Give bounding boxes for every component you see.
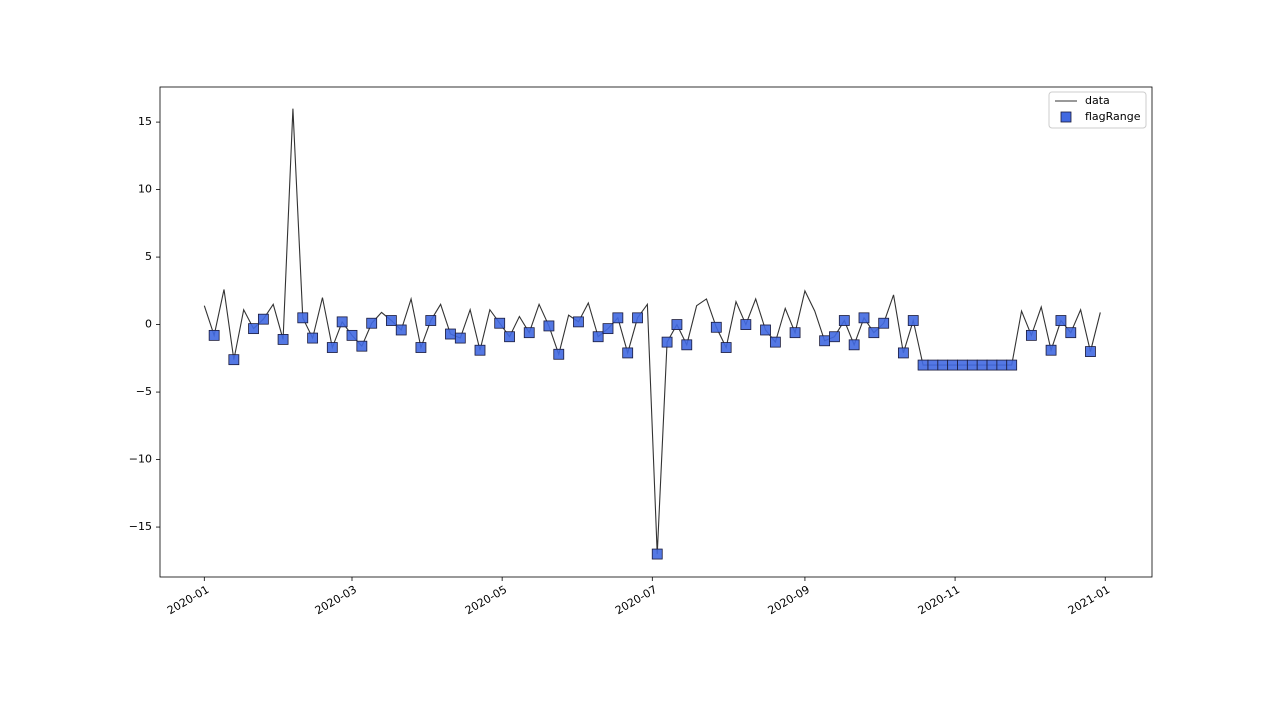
flag-marker bbox=[1055, 315, 1067, 326]
flag-marker bbox=[356, 340, 368, 352]
y-tick-label: −5 bbox=[136, 385, 152, 398]
flag-marker bbox=[445, 328, 456, 340]
flag-marker bbox=[523, 327, 535, 339]
y-tick-label: 0 bbox=[145, 318, 152, 331]
flag-marker bbox=[720, 342, 732, 353]
flag-marker bbox=[769, 336, 781, 348]
flag-marker bbox=[829, 331, 840, 343]
flag-marker bbox=[651, 548, 663, 560]
legend-label: data bbox=[1085, 94, 1110, 107]
flag-marker bbox=[602, 323, 614, 335]
flag-marker bbox=[326, 342, 338, 353]
y-tick-label: −10 bbox=[129, 453, 152, 466]
flag-marker bbox=[504, 331, 515, 343]
flag-marker bbox=[947, 359, 959, 371]
flag-marker bbox=[897, 347, 909, 359]
flag-marker bbox=[1045, 344, 1057, 356]
flag-marker bbox=[986, 359, 998, 371]
flag-marker bbox=[622, 347, 634, 359]
flag-marker bbox=[927, 359, 939, 371]
legend-label: flagRange bbox=[1085, 110, 1141, 123]
flag-marker bbox=[789, 327, 801, 339]
axes-frame bbox=[159, 86, 1153, 578]
flag-marker bbox=[1065, 327, 1077, 339]
flag-marker bbox=[907, 315, 919, 326]
flag-marker bbox=[248, 323, 259, 335]
flag-marker bbox=[878, 317, 890, 329]
flag-marker bbox=[966, 359, 978, 371]
flag-marker bbox=[307, 332, 319, 344]
flag-marker bbox=[819, 335, 831, 347]
flag-marker bbox=[415, 342, 427, 353]
flag-marker bbox=[710, 321, 722, 333]
flag-marker bbox=[957, 359, 968, 371]
y-tick-label: 15 bbox=[138, 115, 152, 128]
flag-marker bbox=[1025, 329, 1037, 341]
legend-entry: flagRange bbox=[1060, 110, 1141, 123]
flag-marker bbox=[1085, 346, 1096, 357]
flag-marker bbox=[257, 313, 269, 325]
legend-marker bbox=[1060, 111, 1072, 123]
y-tick-label: 10 bbox=[138, 183, 152, 196]
flag-marker bbox=[838, 315, 850, 326]
flag-marker bbox=[612, 312, 624, 324]
flag-marker bbox=[632, 312, 643, 324]
flag-marker bbox=[848, 339, 860, 351]
y-tick-label: 5 bbox=[145, 250, 152, 263]
flag-marker bbox=[366, 317, 378, 329]
flag-marker bbox=[425, 315, 437, 326]
flag-marker bbox=[573, 316, 584, 328]
flag-marker bbox=[454, 332, 466, 344]
flag-marker bbox=[740, 319, 752, 330]
flag-marker bbox=[474, 344, 486, 356]
flag-marker bbox=[346, 329, 358, 341]
flag-marker bbox=[976, 359, 988, 371]
flag-marker bbox=[760, 324, 771, 336]
flag-marker bbox=[1006, 359, 1018, 371]
flag-marker bbox=[917, 359, 929, 371]
flag-marker bbox=[937, 359, 949, 371]
flag-marker bbox=[228, 354, 240, 366]
flag-marker bbox=[681, 339, 693, 351]
y-tick-label: −15 bbox=[129, 520, 152, 533]
flag-marker bbox=[661, 336, 673, 348]
flag-marker bbox=[543, 320, 555, 332]
flag-marker bbox=[208, 329, 220, 341]
legend-entry: data bbox=[1055, 94, 1110, 107]
flag-marker bbox=[671, 319, 683, 330]
flag-marker bbox=[996, 359, 1008, 371]
flag-marker bbox=[553, 348, 565, 360]
flag-marker bbox=[592, 331, 604, 343]
flag-marker bbox=[385, 315, 397, 326]
flag-marker bbox=[336, 316, 348, 328]
flag-marker bbox=[277, 334, 289, 345]
flag-marker bbox=[494, 317, 506, 329]
flag-marker bbox=[858, 312, 870, 324]
flag-marker bbox=[395, 324, 407, 336]
flag-marker bbox=[297, 312, 309, 324]
flag-marker bbox=[868, 327, 880, 339]
